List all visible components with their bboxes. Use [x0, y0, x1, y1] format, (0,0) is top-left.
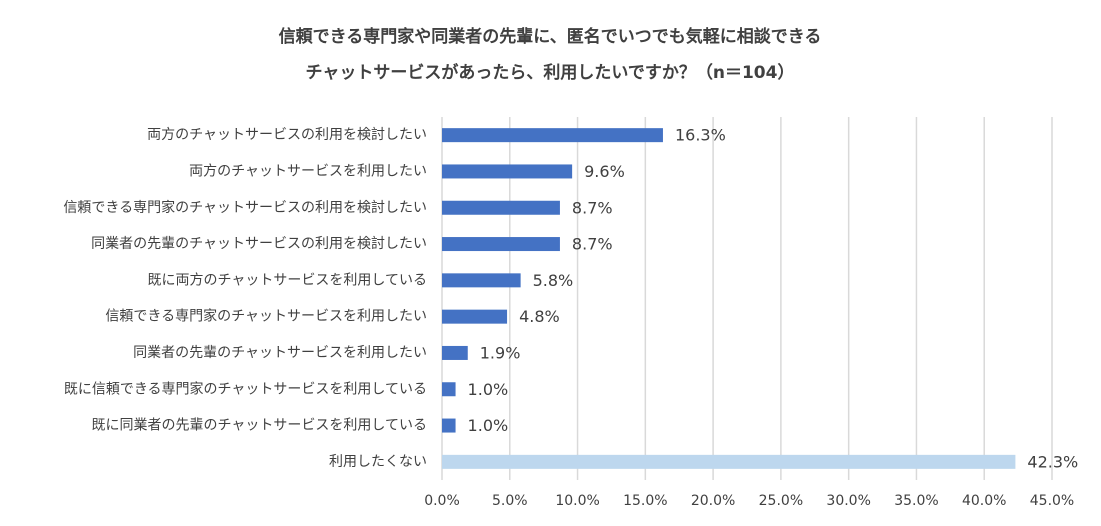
bar	[442, 128, 663, 143]
x-tick-label: 0.0%	[424, 493, 460, 509]
y-tick-label: 既に両方のチャットサービスを利用している	[148, 272, 427, 288]
value-label: 42.3%	[1027, 452, 1078, 471]
value-label: 5.8%	[533, 271, 574, 290]
bar	[442, 200, 560, 215]
value-label: 9.6%	[584, 162, 625, 181]
bar	[442, 164, 573, 179]
bar	[442, 237, 560, 252]
value-label: 16.3%	[675, 126, 726, 145]
x-tick-label: 30.0%	[826, 493, 870, 509]
bar	[442, 382, 456, 397]
x-tick-label: 10.0%	[555, 493, 599, 509]
value-label: 1.9%	[480, 343, 521, 362]
value-label: 1.0%	[468, 380, 509, 399]
y-tick-label: 信頼できる専門家のチャットサービスを利用したい	[105, 308, 427, 325]
x-tick-label: 40.0%	[962, 493, 1006, 509]
value-label: 8.7%	[572, 198, 613, 217]
bar	[442, 418, 456, 433]
x-tick-label: 35.0%	[894, 493, 938, 509]
chart-title: 信頼できる専門家や同業者の先輩に、匿名でいつでも気軽に相談できる	[279, 26, 822, 47]
x-tick-label: 20.0%	[691, 493, 735, 509]
bar	[442, 454, 1016, 469]
y-tick-label: 両方のチャットサービスを利用したい	[189, 163, 427, 179]
y-tick-label: 信頼できる専門家のチャットサービスの利用を検討したい	[63, 199, 427, 216]
y-tick-label: 同業者の先輩のチャットサービスの利用を検討したい	[91, 236, 427, 252]
bar	[442, 345, 468, 360]
y-tick-label: 既に同業者の先輩のチャットサービスを利用している	[92, 418, 427, 434]
y-tick-label: 両方のチャットサービスの利用を検討したい	[147, 127, 427, 143]
y-tick-label: 既に信頼できる専門家のチャットサービスを利用している	[64, 380, 427, 397]
x-tick-label: 15.0%	[623, 493, 667, 509]
y-tick-label: 利用したくない	[329, 454, 427, 470]
bar	[442, 273, 521, 288]
chart-title: チャットサービスがあったら、利用したいですか？（n＝104）	[306, 62, 795, 83]
bar	[442, 309, 508, 324]
value-label: 4.8%	[519, 307, 560, 326]
y-tick-label: 同業者の先輩のチャットサービスを利用したい	[133, 345, 427, 361]
x-tick-label: 45.0%	[1030, 493, 1074, 509]
value-label: 1.0%	[468, 416, 509, 435]
x-tick-label: 25.0%	[759, 493, 803, 509]
value-label: 8.7%	[572, 235, 613, 254]
x-tick-label: 5.0%	[492, 493, 528, 509]
